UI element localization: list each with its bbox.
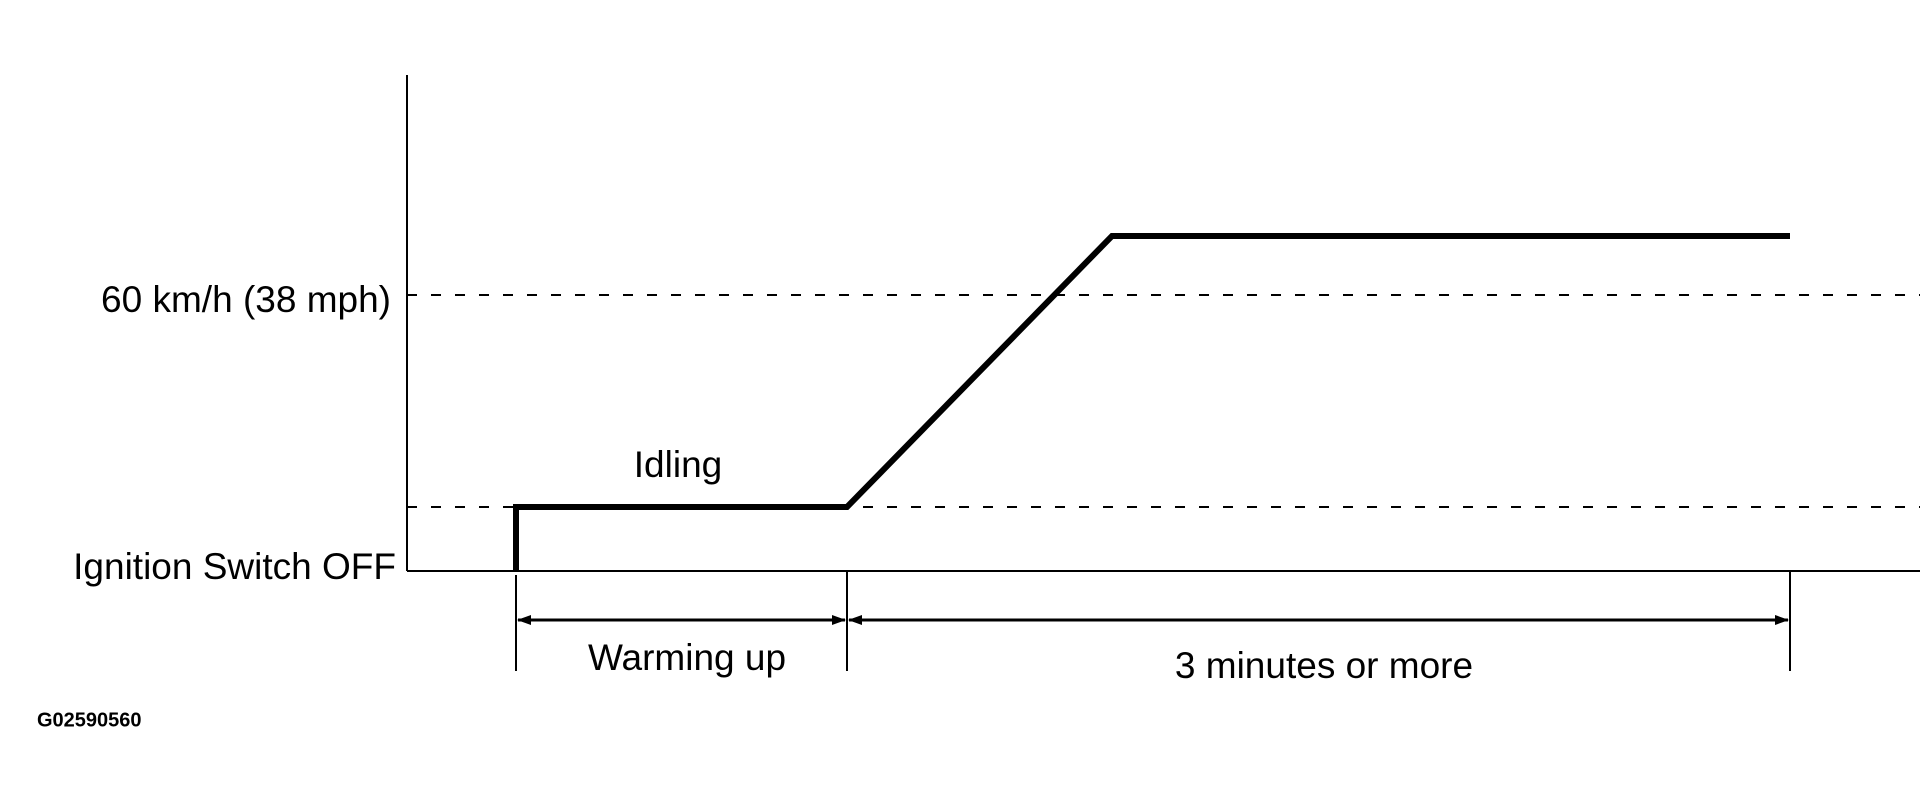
figure-code: G02590560: [37, 709, 142, 731]
ignition-label: Ignition Switch OFF: [73, 546, 396, 587]
drive-pattern-line: [513, 233, 1790, 571]
speed-label: 60 km/h (38 mph): [101, 279, 391, 320]
warming-up-label: Warming up: [588, 637, 786, 678]
idling-label: Idling: [634, 444, 722, 485]
duration-label: 3 minutes or more: [1175, 645, 1473, 686]
